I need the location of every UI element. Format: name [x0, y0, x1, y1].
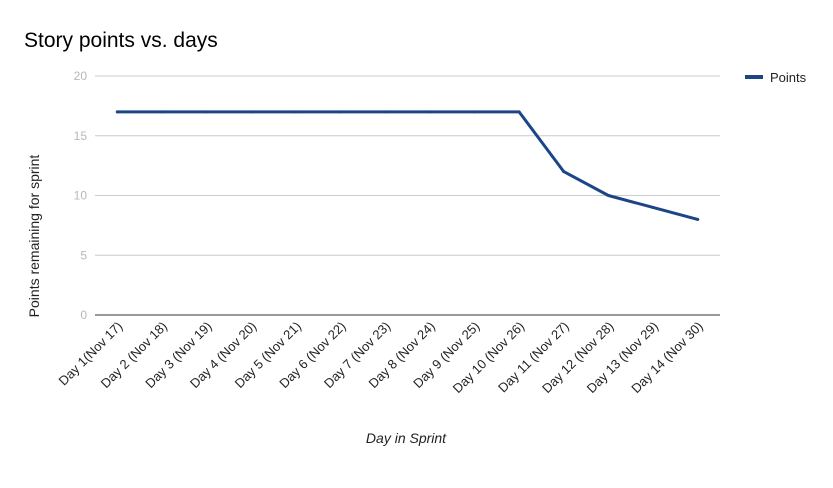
- y-axis-ticks: 0 5 10 15 20: [74, 69, 88, 322]
- data-point: [294, 110, 298, 114]
- y-axis-label: Points remaining for sprint: [26, 155, 42, 318]
- legend-swatch-points: [745, 75, 763, 79]
- data-point: [160, 110, 164, 114]
- y-tick-label: 0: [80, 308, 87, 322]
- series-layer: [115, 110, 700, 221]
- y-tick-label: 5: [80, 248, 87, 262]
- data-point: [517, 110, 521, 114]
- series-line-points: [115, 110, 700, 221]
- legend-label-points: Points: [770, 70, 807, 85]
- data-point: [606, 194, 610, 197]
- data-point: [249, 110, 253, 114]
- gridlines: [95, 75, 720, 256]
- data-point: [651, 205, 655, 209]
- data-point: [339, 110, 343, 114]
- data-point: [383, 110, 387, 114]
- y-tick-label: 20: [74, 69, 88, 83]
- data-point: [562, 170, 566, 174]
- legend: Points: [745, 70, 807, 85]
- data-point: [428, 110, 432, 114]
- y-tick-label: 15: [74, 129, 88, 143]
- x-axis-ticks: Day 1(Nov 17)Day 2 (Nov 18)Day 3 (Nov 19…: [56, 319, 706, 397]
- data-point: [205, 110, 209, 114]
- x-axis-label: Day in Sprint: [366, 430, 447, 446]
- data-point: [472, 110, 476, 114]
- y-tick-label: 10: [74, 189, 88, 203]
- chart-title: Story points vs. days: [24, 29, 218, 52]
- data-point: [696, 217, 700, 221]
- data-point: [115, 110, 119, 114]
